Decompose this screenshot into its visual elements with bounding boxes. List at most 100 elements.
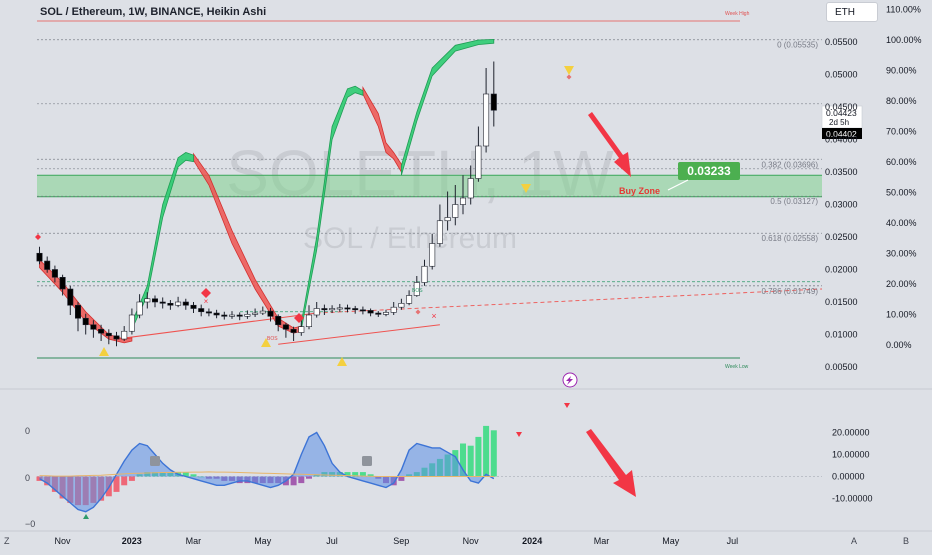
candle-body bbox=[475, 145, 482, 179]
osc-tick: -10.00000 bbox=[832, 494, 873, 504]
candle-body bbox=[429, 243, 436, 267]
price-tick: 0.01000 bbox=[825, 330, 858, 340]
signal-diamond bbox=[415, 309, 421, 315]
momentum-area bbox=[39, 432, 494, 512]
buy-zone-label: Buy Zone bbox=[619, 186, 660, 196]
percent-axis: 110.00% 100.00% 90.00% 80.00% 70.00% 60.00% 50… bbox=[886, 5, 922, 350]
candle-body bbox=[298, 326, 305, 333]
fib-label: 0.786 (0.01749) bbox=[762, 287, 819, 296]
osc-left-tick: 0 bbox=[25, 426, 30, 436]
h-marker bbox=[362, 456, 372, 466]
candle-body bbox=[44, 260, 51, 270]
week-low-label: Week Low bbox=[725, 364, 749, 370]
percent-tick: 20.00% bbox=[886, 279, 917, 289]
percent-tick: 50.00% bbox=[886, 187, 917, 197]
candle-body bbox=[444, 217, 451, 222]
signal-triangle-up bbox=[337, 357, 347, 366]
annotations-layer: Week High Week Low Buy Zone BOS BOS 0.03… bbox=[35, 11, 750, 388]
signal-diamond bbox=[201, 288, 211, 298]
time-tick: 2023 bbox=[122, 536, 142, 546]
candle-body bbox=[175, 301, 182, 306]
signal-triangle-down bbox=[564, 66, 574, 75]
target-pointer bbox=[667, 179, 689, 191]
time-tick: Jul bbox=[727, 536, 739, 546]
candle-body bbox=[359, 309, 366, 312]
fib-layer: 0 (0.05535) 0.382 (0.03696) 0.5 (0.03127) 0… bbox=[37, 39, 822, 296]
signal-diamond bbox=[35, 234, 41, 240]
osc-bar bbox=[344, 472, 351, 477]
candle-body bbox=[467, 178, 474, 199]
signal-cross: × bbox=[204, 297, 209, 306]
candle-body bbox=[329, 308, 336, 311]
candle-body bbox=[82, 317, 89, 326]
down-arrow-oscillator bbox=[586, 429, 636, 497]
osc-bar bbox=[467, 445, 474, 477]
candle-body bbox=[406, 295, 413, 304]
green-band bbox=[401, 38, 495, 176]
fib-label: 0 (0.05535) bbox=[777, 41, 818, 50]
candle-body bbox=[352, 308, 359, 311]
candle-body bbox=[398, 302, 405, 308]
countdown-label: 2d 5h bbox=[829, 118, 849, 127]
time-tick: Mar bbox=[186, 536, 202, 546]
target-price-label: 0.03233 bbox=[687, 164, 731, 178]
candle-body bbox=[483, 93, 490, 147]
time-tick: Nov bbox=[463, 536, 480, 546]
oscillator-layer: 20.00000 10.00000 0.00000 -10.00000 0 0 −0 bbox=[25, 403, 873, 529]
osc-signal-triangle bbox=[564, 403, 570, 408]
percent-tick: 0.00% bbox=[886, 340, 912, 350]
footer-z[interactable]: Z bbox=[4, 536, 10, 546]
last-price-box-2 bbox=[822, 128, 862, 139]
price-tick: 0.03500 bbox=[825, 167, 858, 177]
signal-triangle-up bbox=[99, 347, 109, 356]
osc-bar bbox=[367, 474, 374, 477]
signal-triangle-up bbox=[261, 338, 271, 347]
candle-body bbox=[321, 308, 328, 311]
percent-tick: 60.00% bbox=[886, 157, 917, 167]
osc-bar bbox=[483, 425, 490, 477]
green-band bbox=[300, 85, 364, 330]
candle-body bbox=[36, 252, 43, 262]
percent-tick: 80.00% bbox=[886, 96, 917, 106]
signal-diamond bbox=[294, 313, 304, 323]
fib-label: 0.382 (0.03696) bbox=[762, 160, 819, 169]
arrows-layer bbox=[586, 112, 636, 497]
price-tick: 0.04000 bbox=[825, 135, 858, 145]
osc-bar bbox=[460, 443, 466, 477]
candle-body bbox=[259, 310, 266, 314]
signal-cross: × bbox=[431, 311, 436, 321]
candle-body bbox=[375, 312, 382, 315]
candle-body bbox=[452, 204, 459, 218]
fib-label: 0.5 (0.03127) bbox=[770, 197, 818, 206]
candle-body bbox=[51, 269, 58, 278]
time-tick: Nov bbox=[54, 536, 71, 546]
candle-body bbox=[67, 288, 74, 306]
footer-b[interactable]: B bbox=[903, 536, 909, 546]
trendline-2 bbox=[278, 324, 440, 345]
candle-body bbox=[244, 314, 251, 317]
candle-body bbox=[190, 304, 197, 309]
osc-bar bbox=[352, 472, 359, 477]
candle-body bbox=[113, 335, 120, 340]
percent-tick: 10.00% bbox=[886, 309, 917, 319]
trendline-1 bbox=[116, 312, 317, 340]
osc-left-tick: 0 bbox=[25, 473, 30, 483]
candle-body bbox=[236, 314, 243, 317]
candle-body bbox=[90, 324, 97, 330]
candle-body bbox=[252, 312, 259, 315]
candle-body bbox=[290, 328, 297, 333]
candle-body bbox=[313, 308, 320, 316]
candle-body bbox=[229, 314, 236, 317]
osc-tick: 0.00000 bbox=[832, 472, 865, 482]
currency-button[interactable]: ETH bbox=[826, 2, 878, 22]
candle-body bbox=[198, 308, 205, 313]
footer-a[interactable]: A bbox=[851, 536, 857, 546]
time-tick: May bbox=[662, 536, 680, 546]
osc-left-tick: −0 bbox=[25, 519, 35, 529]
osc-bar bbox=[398, 476, 405, 481]
osc-bar bbox=[306, 476, 312, 479]
watermark-name: SOL / Ethereum bbox=[303, 222, 517, 255]
candle-body bbox=[275, 315, 282, 326]
